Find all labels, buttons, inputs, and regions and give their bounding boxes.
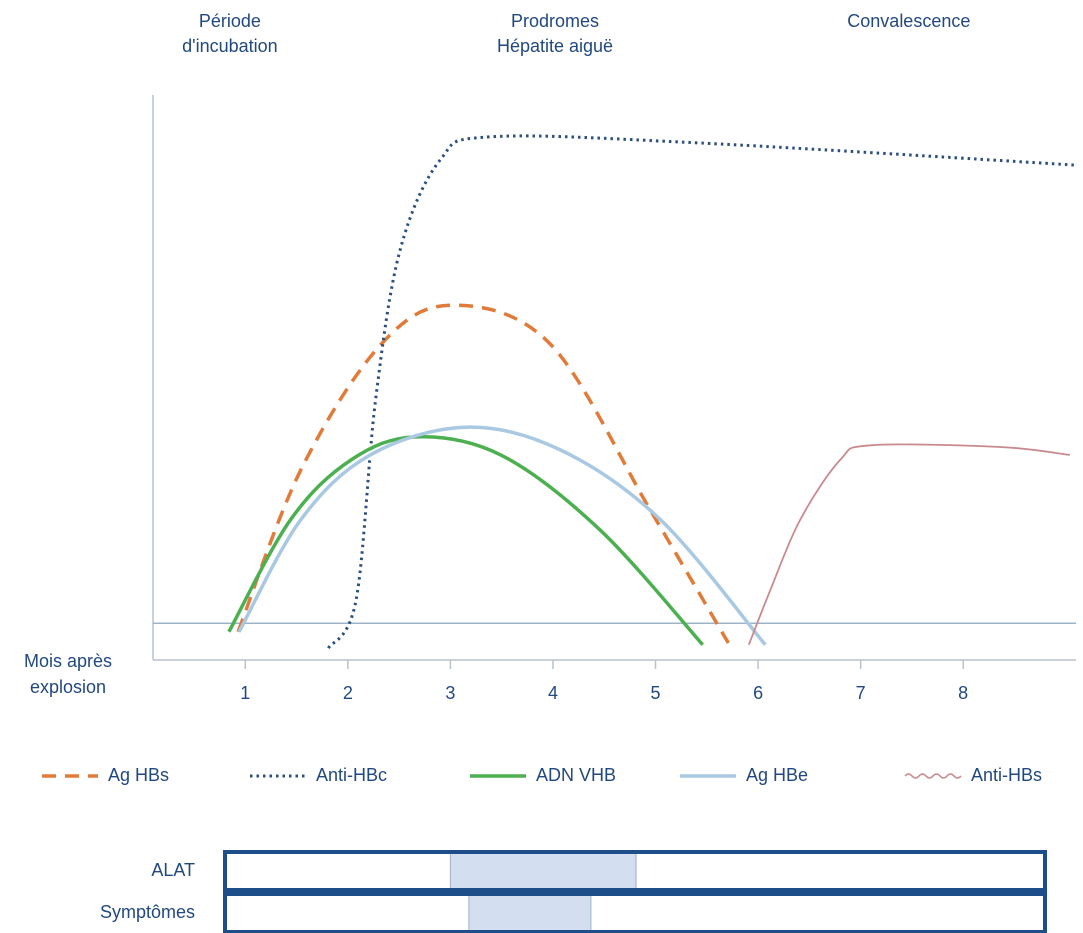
period-label: Symptômes xyxy=(100,902,195,922)
period-box xyxy=(223,892,1047,933)
x-tick-label: 8 xyxy=(958,683,968,703)
x-tick-label: 2 xyxy=(343,683,353,703)
series-line xyxy=(236,303,730,644)
period-label: ALAT xyxy=(151,860,195,880)
x-tick-label: 3 xyxy=(445,683,455,703)
x-tick-label: 5 xyxy=(651,683,661,703)
phase-label: Période d'incubation xyxy=(182,11,278,56)
series-line xyxy=(748,443,1070,646)
period-box xyxy=(223,850,1047,892)
x-tick-label: 1 xyxy=(240,683,250,703)
x-tick-label: 4 xyxy=(548,683,558,703)
series-line xyxy=(237,425,767,646)
phase-line: d'incubation xyxy=(182,36,278,56)
series-line xyxy=(227,434,705,646)
phase-label: Prodromes Hépatite aiguë xyxy=(497,11,613,56)
phase-line: Prodromes xyxy=(511,11,599,31)
x-tick-label: 6 xyxy=(753,683,763,703)
x-axis-label-line: explosion xyxy=(30,677,106,697)
phase-line: Convalescence xyxy=(847,11,970,31)
phase-line: Hépatite aiguë xyxy=(497,36,613,56)
period-fill xyxy=(449,851,637,891)
legend-label: Anti-HBc xyxy=(316,765,387,785)
legend-label: Ag HBs xyxy=(108,765,169,785)
legend-label: Ag HBe xyxy=(746,765,808,785)
series-line xyxy=(327,134,1076,650)
legend-swatch xyxy=(904,773,962,779)
phase-label: Convalescence xyxy=(847,11,970,31)
x-tick-label: 7 xyxy=(856,683,866,703)
legend-label: Anti-HBs xyxy=(971,765,1042,785)
x-axis-label-line: Mois après xyxy=(24,651,112,671)
period-fill xyxy=(468,893,592,933)
phase-line: Période xyxy=(199,11,261,31)
x-axis-label: Mois après explosion xyxy=(24,651,112,697)
legend-label: ADN VHB xyxy=(536,765,616,785)
